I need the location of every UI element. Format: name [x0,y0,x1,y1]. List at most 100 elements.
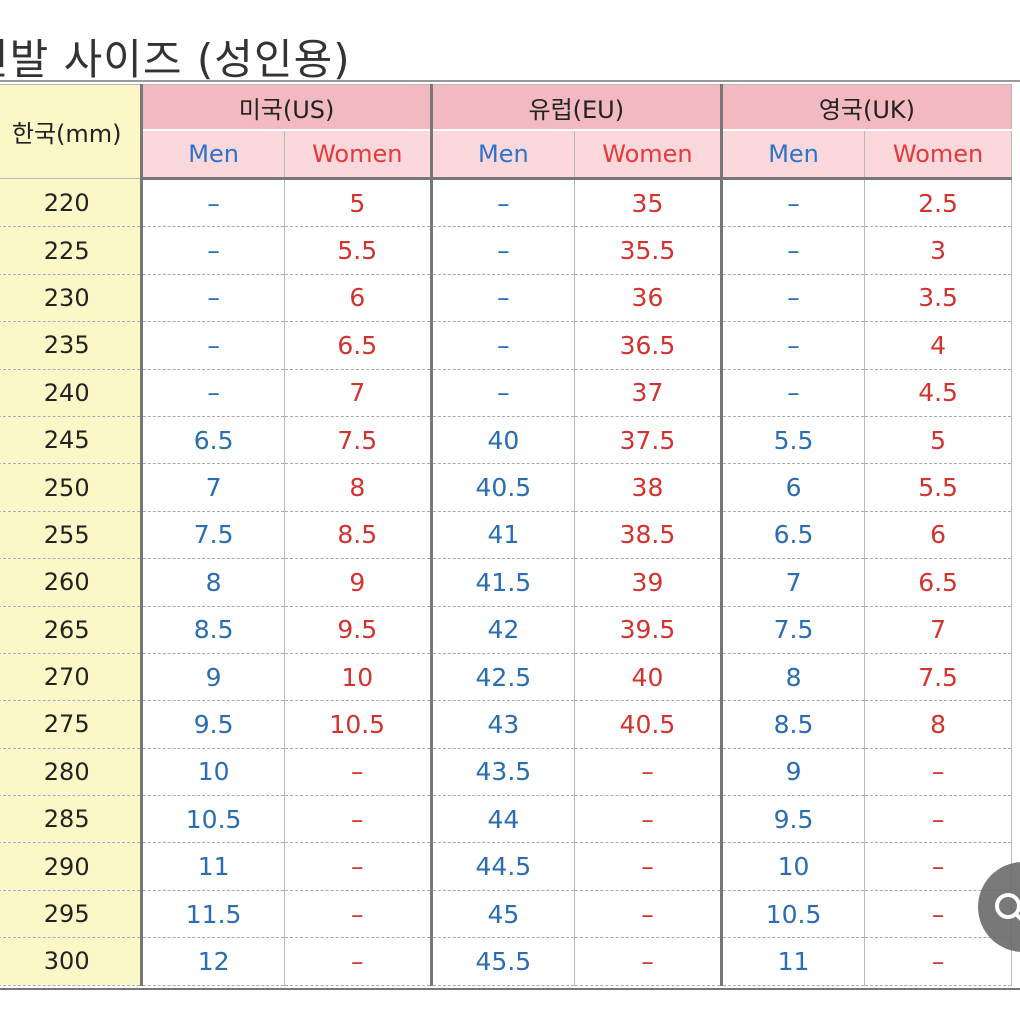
eu-women-cell: – [574,842,722,891]
eu-men-header: Men [429,129,576,180]
eu-men-cell: 41 [429,510,576,560]
us-women-cell: 7.5 [283,415,432,465]
us-women-cell: 9.5 [283,605,432,654]
korea-size-cell: 235 [0,321,144,370]
us-women-cell: 8.5 [283,510,432,560]
uk-women-cell: – [864,747,1012,797]
bottom-divider [0,988,1020,990]
uk-men-cell: 8.5 [719,700,866,749]
uk-men-cell: 9 [719,747,866,797]
eu-women-cell: – [574,889,722,939]
korea-size-cell: 225 [0,226,144,275]
us-men-cell: 9.5 [140,700,285,749]
uk-women-cell: 3 [864,226,1012,275]
us-women-cell: 6 [283,273,432,323]
us-men-cell: 11.5 [140,889,285,939]
us-men-cell: 8 [140,558,285,607]
korea-size-cell: 270 [0,652,144,702]
eu-men-cell: 41.5 [429,558,576,607]
table-row: 240–7–37–4.5 [0,368,1012,417]
uk-women-cell: 4.5 [864,368,1012,417]
table-row: 255 7.5 8.5 41 38.5 6.5 6 [0,510,1012,560]
korea-size-cell: 260 [0,558,144,607]
eu-women-cell: 40.5 [574,700,722,749]
korea-size-cell: 240 [0,368,144,417]
korea-size-cell: 230 [0,273,144,323]
uk-women-cell: 5.5 [864,463,1012,512]
eu-men-cell: 40 [429,415,576,465]
page-title: 신발 사이즈 (성인용) [0,35,351,84]
us-women-cell: – [283,889,432,939]
korea-size-cell: 255 [0,510,144,560]
table-row: 220–5–35–2.5 [0,177,1012,228]
title-divider [0,80,1020,82]
uk-women-cell: 7 [864,605,1012,654]
table-row: 260 8 9 41.5 39 7 6.5 [0,558,1012,607]
eu-women-cell: 36 [574,273,722,323]
us-men-cell: 9 [140,652,285,702]
uk-men-cell: 9.5 [719,795,866,844]
uk-men-cell: 10 [719,842,866,891]
us-men-cell: – [140,177,285,228]
eu-men-cell: 45 [429,889,576,939]
us-men-cell: – [140,321,285,370]
uk-header: 영국(UK) [719,84,1013,131]
korea-size-cell: 300 [0,937,144,986]
eu-women-cell: – [574,937,722,986]
eu-men-cell: – [429,368,576,417]
eu-men-cell: 45.5 [429,937,576,986]
table-row: 270 9 10 42.5 40 8 7.5 [0,652,1012,702]
uk-women-cell: 8 [864,700,1012,749]
table-row: 295 11.5–45–10.5– [0,889,1012,939]
uk-men-header: Men [719,129,866,180]
eu-men-cell: – [429,177,576,228]
uk-women-cell: – [864,937,1012,986]
uk-women-cell: 4 [864,321,1012,370]
uk-men-cell: 5.5 [719,415,866,465]
uk-men-cell: – [719,226,866,275]
us-men-cell: – [140,226,285,275]
eu-women-cell: – [574,747,722,797]
us-men-header: Men [140,129,285,180]
size-rows: 220–5–35–2.5 225–5.5–35.5–3 230–6–36–3.5 23… [0,177,1012,986]
us-men-cell: 10 [140,747,285,797]
eu-men-cell: 40.5 [429,463,576,512]
eu-women-cell: 35.5 [574,226,722,275]
table-row: 300 12–45.5–11– [0,937,1012,986]
table-row: 280 10–43.5–9– [0,747,1012,797]
table-row: 230–6–36–3.5 [0,273,1012,323]
eu-women-cell: 38.5 [574,510,722,560]
us-women-cell: 10 [283,652,432,702]
table-row: 235–6.5–36.5–4 [0,321,1012,370]
table-row: 225–5.5–35.5–3 [0,226,1012,275]
table-row: 245 6.5 7.5 40 37.5 5.5 5 [0,415,1012,465]
us-men-cell: 10.5 [140,795,285,844]
uk-men-cell: 7 [719,558,866,607]
korea-size-cell: 295 [0,889,144,939]
us-women-cell: – [283,937,432,986]
uk-men-cell: – [719,177,866,228]
us-women-cell: 6.5 [283,321,432,370]
us-women-header: Women [283,129,432,180]
us-women-cell: 10.5 [283,700,432,749]
uk-men-cell: 6.5 [719,510,866,560]
uk-women-cell: 2.5 [864,177,1012,228]
uk-men-cell: 6 [719,463,866,512]
eu-men-cell: 43 [429,700,576,749]
eu-women-cell: 35 [574,177,722,228]
uk-women-cell: – [864,795,1012,844]
us-women-cell: – [283,795,432,844]
eu-men-cell: 43.5 [429,747,576,797]
us-women-cell: 9 [283,558,432,607]
eu-women-cell: 39 [574,558,722,607]
eu-men-cell: 42.5 [429,652,576,702]
shoe-size-table: 한국(mm) 미국(US) 유럽(EU) 영국(UK) Men Women Me… [0,84,1013,986]
korea-size-cell: 250 [0,463,144,512]
eu-men-cell: – [429,226,576,275]
uk-men-cell: – [719,273,866,323]
eu-women-header: Women [574,129,722,180]
eu-men-cell: – [429,273,576,323]
us-men-cell: 6.5 [140,415,285,465]
korea-size-cell: 290 [0,842,144,891]
korea-size-cell: 220 [0,177,144,228]
